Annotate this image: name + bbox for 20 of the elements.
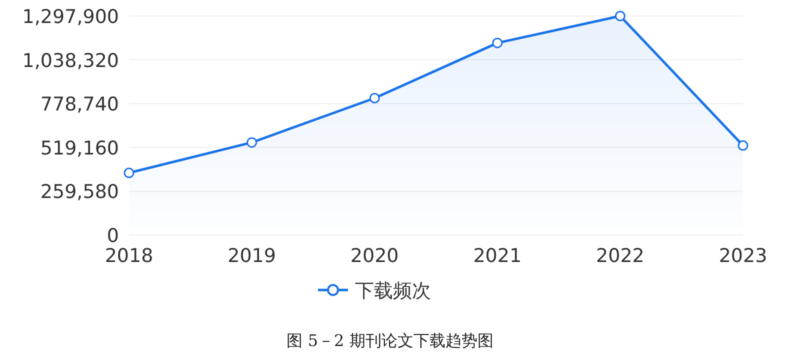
y-tick-label: 1,038,320 [22,50,119,72]
point [369,92,380,104]
y-tick-label: 0 [106,225,119,247]
x-tick-label: 2022 [596,245,644,267]
point [614,10,626,22]
caption: 图 5－2 期刊论文下载趋势图 [286,331,494,350]
x-tick-label: 2021 [473,245,522,267]
y-tick-label: 1,297,900 [22,6,119,28]
x-tick-label: 2020 [350,245,399,267]
point [738,140,748,151]
point [246,137,258,148]
point [492,38,503,48]
point [124,168,134,178]
x-tick-label: 2018 [104,245,154,267]
x-tick-label: 2019 [228,245,276,267]
legend-label: 下载频次 [355,280,431,302]
y-tick-label: 519,160 [40,137,119,160]
y-tick-label: 259,580 [40,181,119,204]
y-tick-label: 778,740 [40,94,119,116]
x-tick-label: 2023 [718,245,768,267]
